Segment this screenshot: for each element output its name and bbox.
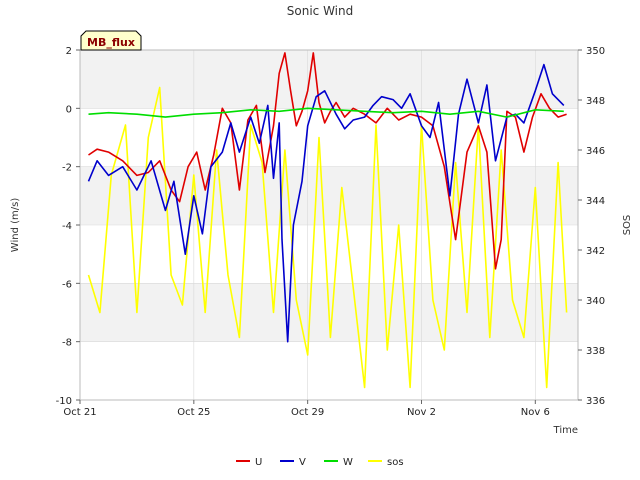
y-axis-ticks: 2 0 -2 -4 -6 -8 -10	[56, 46, 80, 407]
x-tick-label-3: Nov 2	[407, 407, 436, 418]
series-v-line	[87, 63, 565, 343]
x-tick-label-0: Oct 21	[63, 407, 96, 418]
legend-item-u: U	[236, 457, 262, 468]
badge-shape	[80, 30, 142, 51]
y-tick-label-2: -2	[62, 163, 72, 174]
y2-tick-label-4: 342	[586, 246, 605, 257]
y-axis-title: Wind (m/s)	[10, 198, 21, 253]
legend-label-v: V	[299, 457, 306, 468]
series-layer	[87, 52, 568, 389]
y2-axis-ticks: 350 348 346 344 342 340 338 336	[578, 46, 605, 407]
y2-tick-label-0: 350	[586, 46, 605, 57]
y2-tick-label-1: 348	[586, 96, 605, 107]
legend-item-v: V	[280, 457, 306, 468]
y-tick-label-4: -6	[62, 279, 72, 290]
legend-label-w: W	[343, 457, 353, 468]
y2-tick-label-6: 338	[586, 346, 605, 357]
chart-title: Sonic Wind	[287, 4, 353, 18]
x-axis-title: Time	[553, 425, 578, 436]
x-tick-label-4: Nov 6	[521, 407, 550, 418]
legend-item-w: W	[324, 457, 353, 468]
y2-tick-label-2: 346	[586, 146, 605, 157]
x-tick-label-2: Oct 29	[291, 407, 324, 418]
y-tick-label-1: 0	[66, 104, 72, 115]
legend-item-sos: sos	[368, 457, 404, 468]
band-2	[80, 166, 578, 225]
legend-label-u: U	[255, 457, 262, 468]
series-u-line	[88, 52, 567, 270]
y-tick-label-0: 2	[66, 46, 72, 57]
background-bands	[80, 50, 578, 342]
x-axis-ticks: Oct 21 Oct 25 Oct 29 Nov 2 Nov 6	[63, 400, 550, 418]
badge-label: MB_flux	[87, 36, 135, 49]
series-w-line	[88, 107, 564, 118]
legend-label-sos: sos	[387, 457, 404, 468]
y-tick-label-3: -4	[62, 221, 72, 232]
x-tick-label-1: Oct 25	[177, 407, 210, 418]
site-badge: MB_flux	[80, 30, 142, 51]
y-tick-label-5: -8	[62, 338, 72, 349]
y2-tick-label-3: 344	[586, 196, 605, 207]
y2-tick-label-5: 340	[586, 296, 605, 307]
y-tick-label-6: -10	[56, 396, 72, 407]
y2-tick-label-7: 336	[586, 396, 605, 407]
y2-axis-title: SOS	[622, 215, 633, 236]
series-sos-line	[87, 86, 568, 389]
